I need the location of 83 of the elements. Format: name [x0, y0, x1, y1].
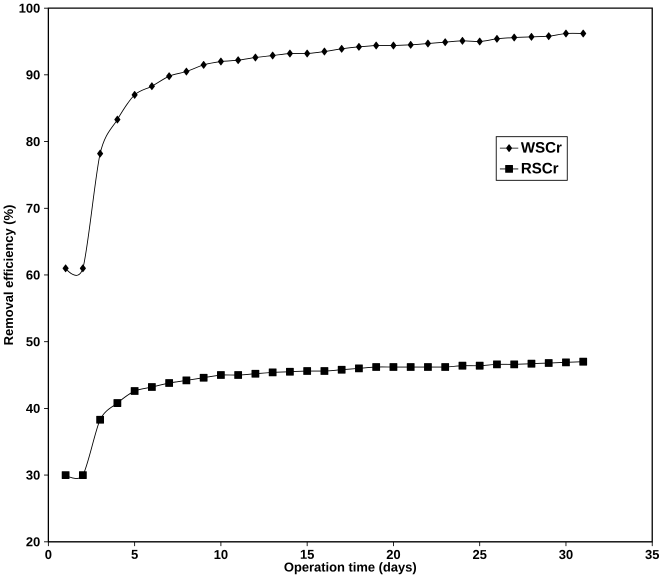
x-tick-label: 25: [472, 550, 487, 560]
point: [148, 383, 156, 392]
point: [321, 48, 328, 56]
point: [338, 45, 345, 53]
y-axis-title: Removal efficiency (%): [4, 205, 16, 345]
point: [442, 38, 448, 46]
point: [406, 363, 415, 372]
point: [113, 399, 122, 408]
point: [62, 471, 70, 480]
point: [132, 91, 138, 99]
point: [458, 362, 466, 370]
point: [183, 68, 190, 76]
point: [544, 359, 553, 368]
point: [218, 58, 224, 66]
y-tick-label: 20: [26, 537, 40, 546]
point: [235, 56, 242, 64]
y-tick-label: 80: [26, 137, 40, 146]
point: [252, 370, 260, 378]
y-tick-label: 60: [26, 270, 40, 280]
x-tick-label: 5: [131, 550, 138, 560]
point: [166, 72, 172, 80]
point: [459, 37, 466, 45]
point: [303, 367, 312, 376]
point: [200, 374, 208, 382]
point: [494, 35, 500, 43]
point: [78, 471, 87, 480]
point: [510, 360, 518, 368]
y-tick-label: 100: [20, 4, 40, 13]
point: [372, 363, 380, 372]
point: [320, 367, 328, 376]
x-axis-title: Operation time (days): [284, 562, 416, 574]
point: [493, 360, 501, 368]
point: [148, 82, 155, 90]
point: [579, 358, 588, 366]
point: [62, 264, 69, 272]
x-tick-label: 30: [559, 550, 573, 560]
point: [355, 364, 363, 372]
point: [580, 30, 586, 38]
y-tick-label: 90: [26, 70, 40, 80]
point: [424, 363, 432, 372]
point: [96, 416, 104, 424]
y-tick-label: 30: [26, 470, 40, 480]
legend-label: RSCr: [522, 162, 558, 174]
point: [511, 34, 518, 42]
legend-label: WSCr: [520, 142, 562, 153]
y-tick-label: 70: [26, 204, 40, 213]
point: [424, 40, 431, 48]
y-tick-label: 40: [26, 404, 40, 414]
point: [286, 368, 294, 376]
point: [441, 363, 450, 372]
point: [390, 363, 398, 372]
point: [130, 387, 139, 396]
point: [217, 371, 225, 380]
point: [165, 379, 174, 388]
point: [373, 42, 380, 50]
y-tick-label: 50: [26, 337, 40, 346]
point: [356, 43, 362, 51]
point: [562, 358, 570, 366]
x-tick-label: 20: [386, 550, 400, 560]
point: [476, 362, 484, 370]
point: [270, 52, 276, 60]
x-tick-label: 15: [300, 550, 314, 560]
point: [546, 32, 552, 40]
x-tick-label: 35: [645, 550, 660, 560]
point: [252, 54, 258, 62]
point: [562, 30, 569, 38]
x-tick-label: 0: [45, 550, 52, 560]
point: [338, 366, 346, 374]
point: [182, 376, 190, 384]
point: [80, 264, 86, 272]
point: [200, 61, 207, 69]
point: [390, 42, 396, 50]
point: [234, 371, 242, 380]
point: [304, 50, 310, 58]
point: [97, 150, 104, 158]
point: [528, 33, 534, 41]
point: [476, 38, 483, 46]
point: [408, 41, 414, 49]
point: [286, 50, 293, 58]
x-tick-label: 10: [214, 550, 228, 560]
point: [268, 368, 277, 376]
point: [528, 360, 536, 368]
point: [114, 116, 120, 124]
